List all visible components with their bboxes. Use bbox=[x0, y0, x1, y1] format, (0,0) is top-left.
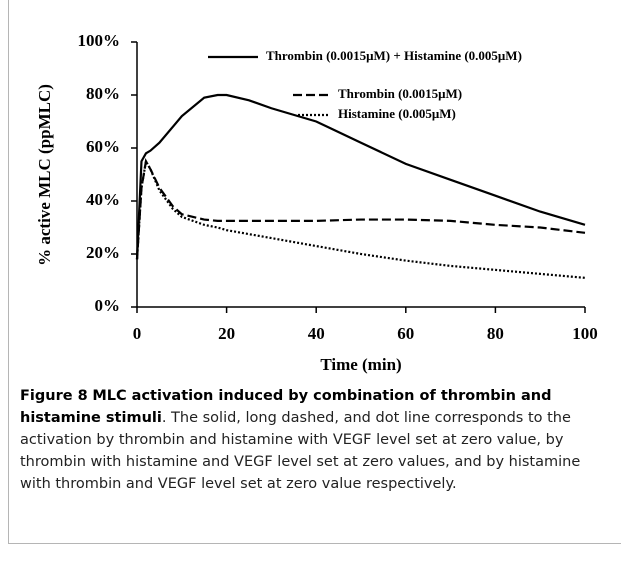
x-tick-label: 80 bbox=[487, 324, 504, 343]
x-tick-label: 0 bbox=[133, 324, 142, 343]
figure-frame bbox=[8, 0, 621, 544]
series-line bbox=[135, 93, 586, 260]
series-line bbox=[135, 158, 586, 260]
caption: Figure 8 MLC activation induced by combi… bbox=[20, 385, 610, 495]
chart: % active MLC (ppMLC) Time (min) 0% 20% 40%… bbox=[35, 31, 598, 374]
caption-title: MLC activation induced by combination of… bbox=[20, 388, 552, 426]
y-tick-label: 80% bbox=[86, 84, 120, 103]
x-tick-label: 100 bbox=[572, 324, 598, 343]
y-tick-label: 100% bbox=[78, 31, 121, 50]
y-tick-label: 60% bbox=[86, 137, 120, 156]
legend-label: Thrombin (0.0015μM) + Histamine (0.005μM… bbox=[266, 48, 522, 63]
x-tick-label: 60 bbox=[397, 324, 414, 343]
legend-label: Histamine (0.005μM) bbox=[338, 106, 456, 121]
y-axis-label: % active MLC (ppMLC) bbox=[35, 84, 54, 266]
y-tick-label: 40% bbox=[86, 190, 120, 209]
caption-label: Figure 8 bbox=[20, 388, 88, 404]
y-tick-label: 0% bbox=[95, 296, 121, 315]
x-tick-label: 20 bbox=[218, 324, 235, 343]
series-line bbox=[135, 158, 586, 279]
legend-label: Thrombin (0.0015μM) bbox=[338, 86, 462, 101]
x-axis-label: Time (min) bbox=[320, 355, 401, 374]
caption-text: . The solid, long dashed, and dot line c… bbox=[20, 410, 581, 492]
y-tick-label: 20% bbox=[86, 243, 120, 262]
x-tick-label: 40 bbox=[308, 324, 325, 343]
